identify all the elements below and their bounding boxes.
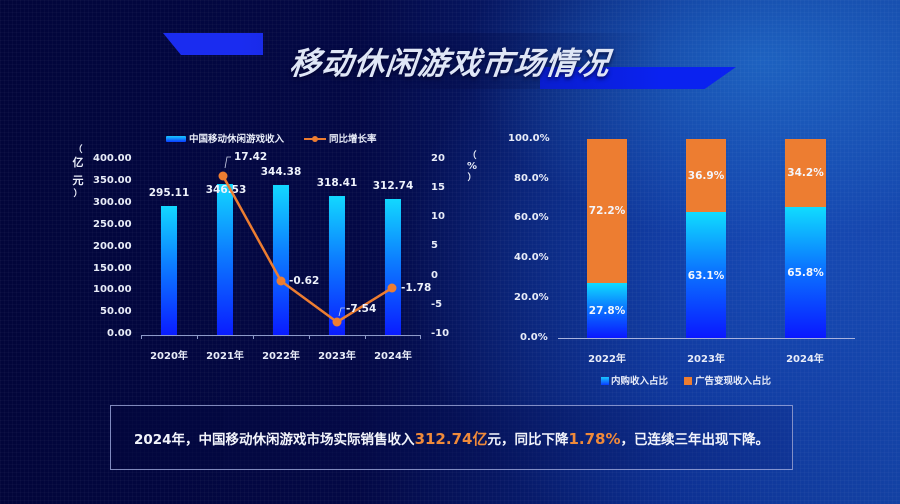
legend-ad-label: 广告变现收入占比 xyxy=(695,376,772,387)
x-axis-tick xyxy=(309,335,310,339)
summary-text: 2024年，中国移动休闲游戏市场实际销售收入312.74亿元，同比下降1.78%… xyxy=(111,428,792,449)
title-banner: 移动休闲游戏市场情况 xyxy=(0,0,900,100)
summary-part: 元，同比下降 xyxy=(487,432,569,448)
legend-line-marker-icon xyxy=(312,136,318,142)
legend-bar-swatch xyxy=(166,136,186,142)
x-axis-line xyxy=(558,338,855,339)
bar-2020 xyxy=(161,206,177,335)
legend-iap-label: 内购收入占比 xyxy=(611,376,669,387)
growth-value-label: 17.42 xyxy=(234,151,268,163)
x-label: 2024年 xyxy=(374,351,412,362)
y-tick: 100.0% xyxy=(508,133,550,144)
summary-box: 2024年，中国移动休闲游戏市场实际销售收入312.74亿元，同比下降1.78%… xyxy=(110,405,793,470)
banner-stripe-right xyxy=(540,67,736,89)
y-right-tick: 5 xyxy=(431,240,438,251)
summary-highlight-growth: 1.78% xyxy=(568,430,621,448)
summary-part: 2024年，中国移动休闲游戏市场实际销售收入 xyxy=(133,432,415,448)
y-left-tick: 400.00 xyxy=(93,153,132,164)
banner-backdrop xyxy=(240,33,660,89)
ad-share-bar-2022 xyxy=(587,139,627,283)
x-label: 2023年 xyxy=(687,354,725,365)
summary-part: ，已连续三年出现下降。 xyxy=(620,432,770,448)
y-right-tick: -10 xyxy=(431,328,450,339)
y-left-tick: 100.00 xyxy=(93,284,132,295)
x-axis-tick xyxy=(253,335,254,339)
x-axis-tick xyxy=(420,335,421,339)
y-right-tick: -5 xyxy=(431,299,443,310)
growth-value-label: -1.78 xyxy=(401,282,432,294)
ad-share-label: 72.2% xyxy=(588,205,626,217)
y-left-tick: 350.00 xyxy=(93,175,132,186)
y-right-tick: 0 xyxy=(431,270,438,281)
legend-line-label: 同比增长率 xyxy=(329,134,377,145)
bar-value-label: 312.74 xyxy=(372,180,414,192)
y-left-tick: 150.00 xyxy=(93,263,132,274)
legend-bar-label: 中国移动休闲游戏收入 xyxy=(189,134,285,145)
y-left-unit: （ 亿 元 ） xyxy=(72,145,84,199)
x-label: 2022年 xyxy=(588,354,626,365)
bar-value-label: 318.41 xyxy=(316,177,358,189)
y-right-unit: （ % ） xyxy=(466,151,478,183)
y-left-tick: 300.00 xyxy=(93,197,132,208)
iap-share-bar-2023 xyxy=(686,212,726,338)
y-left-tick: 200.00 xyxy=(93,241,132,252)
x-axis-tick xyxy=(197,335,198,339)
y-right-tick: 15 xyxy=(431,182,445,193)
iap-share-bar-2022 xyxy=(587,283,627,338)
y-tick: 80.0% xyxy=(514,173,549,184)
summary-highlight-revenue: 312.74亿 xyxy=(414,430,488,448)
growth-value-label: -7.54 xyxy=(346,303,377,315)
bar-2022 xyxy=(273,185,289,335)
ad-share-label: 34.2% xyxy=(787,167,824,179)
ad-share-bar-2023 xyxy=(686,139,726,212)
bar-value-label: 346.53 xyxy=(205,184,247,196)
x-label: 2023年 xyxy=(318,351,356,362)
growth-value-label: -0.62 xyxy=(289,275,320,287)
x-axis-line xyxy=(141,335,421,336)
y-left-tick: 0.00 xyxy=(107,328,132,339)
y-tick: 60.0% xyxy=(514,212,549,223)
banner-stripe-left xyxy=(163,33,263,55)
bar-2023 xyxy=(329,196,345,335)
x-axis-tick xyxy=(141,335,142,339)
x-label: 2022年 xyxy=(262,351,300,362)
x-axis-tick xyxy=(365,335,366,339)
iap-share-bar-2024 xyxy=(785,207,826,338)
iap-share-label: 63.1% xyxy=(687,270,725,282)
ad-share-bar-2024 xyxy=(785,139,826,207)
y-tick: 40.0% xyxy=(514,252,549,263)
iap-share-label: 27.8% xyxy=(588,305,626,317)
y-left-tick: 50.00 xyxy=(100,306,132,317)
y-tick: 20.0% xyxy=(514,292,549,303)
x-label: 2024年 xyxy=(786,354,824,365)
y-left-tick: 250.00 xyxy=(93,219,132,230)
x-label: 2021年 xyxy=(206,351,244,362)
y-right-tick: 10 xyxy=(431,211,445,222)
bar-value-label: 344.38 xyxy=(260,166,302,178)
bar-2021 xyxy=(217,184,233,335)
y-right-tick: 20 xyxy=(431,153,445,164)
iap-share-label: 65.8% xyxy=(787,267,824,279)
bar-value-label: 295.11 xyxy=(148,187,190,199)
x-label: 2020年 xyxy=(150,351,188,362)
legend-iap-swatch xyxy=(601,377,609,385)
y-tick: 0.0% xyxy=(520,332,548,343)
bar-2024 xyxy=(385,199,401,335)
legend-ad-swatch xyxy=(684,377,692,385)
ad-share-label: 36.9% xyxy=(687,170,725,182)
